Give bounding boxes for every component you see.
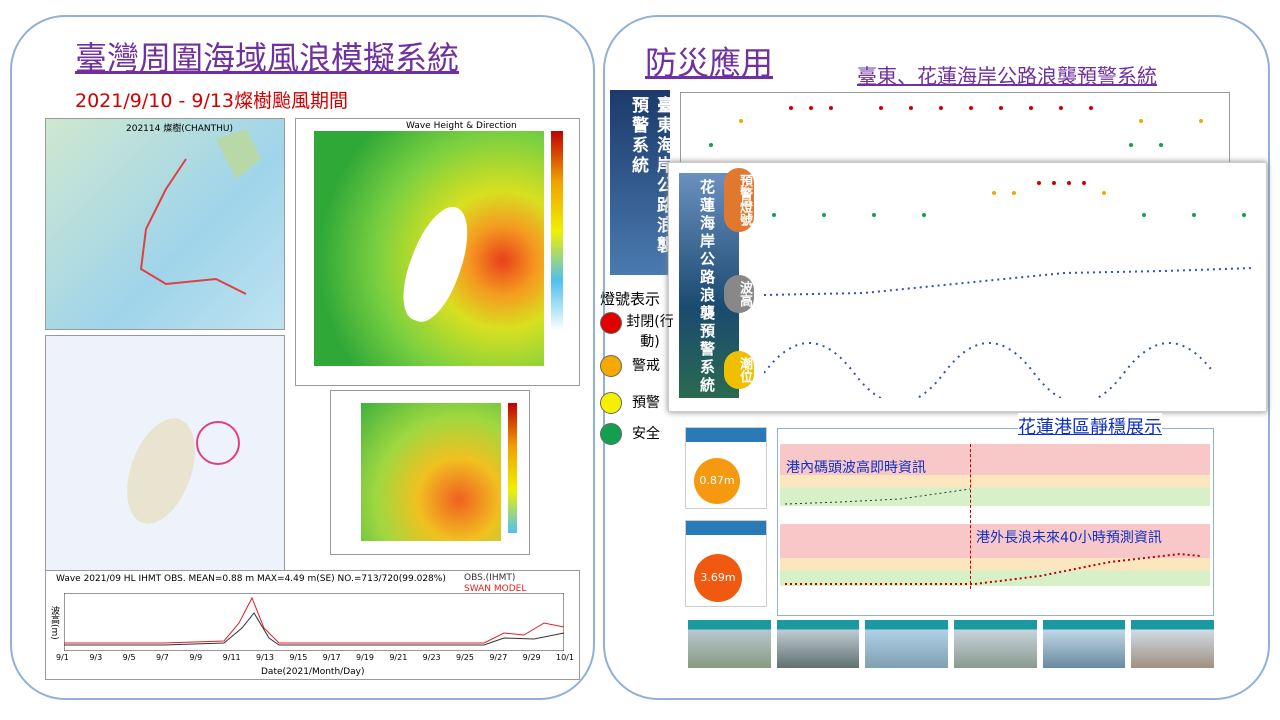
wave-field-map: Wave Height & Direction xyxy=(295,118,580,386)
wave-detail xyxy=(361,403,501,541)
light-label: 預警 xyxy=(632,395,660,411)
track-line xyxy=(139,129,261,295)
track xyxy=(139,158,247,295)
legend-label: OBS.(IHMT) xyxy=(464,573,516,583)
light-label: 安全 xyxy=(632,426,660,442)
legend-entry: SWAN MODEL xyxy=(464,584,526,595)
wave-title: Wave Height & Direction xyxy=(406,121,517,131)
camera xyxy=(865,620,949,668)
tide-dots xyxy=(764,342,1215,398)
series-xlabel: Date(2021/Month/Day) xyxy=(261,667,365,677)
typhoon-eye xyxy=(196,421,240,465)
dots xyxy=(709,106,1203,147)
date-label: 9/27 xyxy=(489,653,508,662)
date-label: 9/23 xyxy=(422,653,441,662)
colorbar xyxy=(551,131,563,331)
inner-label: 港內碼頭波高即時資訊 xyxy=(786,460,926,476)
date-label: 9/25 xyxy=(456,653,474,662)
legend-label: SWAN MODEL xyxy=(464,584,527,594)
harbor-chart: 港內碼頭波高即時資訊 港外長浪未來40小時預測資訊 xyxy=(777,428,1214,616)
light xyxy=(600,355,622,377)
date-label: 9/7 xyxy=(156,653,169,662)
camera xyxy=(776,620,860,668)
track-title: 202114 燦樹(CHANTHU) xyxy=(126,124,234,134)
date-label: 9/5 xyxy=(122,653,136,662)
inner-dots xyxy=(784,488,971,505)
series-dates: 9/1 9/3 9/5 9/7 9/9 9/11 9/13 9/15 9/17 9/19 9/21 9… xyxy=(56,653,574,665)
date-label: 9/1 xyxy=(56,653,69,662)
camera xyxy=(954,620,1037,668)
plot-frame xyxy=(64,593,564,651)
camera-strip xyxy=(688,620,1215,668)
harbor-title: 花蓮港區靜穩展示 xyxy=(1018,413,1162,439)
badge: 預警燈號 xyxy=(724,168,754,232)
wave-detail-map xyxy=(330,390,530,555)
date-label: 9/17 xyxy=(322,653,341,662)
taitung-banner: 臺東海岸公路浪襲預警系統 xyxy=(610,90,673,275)
date-label: 10/1 xyxy=(556,653,574,662)
date-label: 9/15 xyxy=(289,653,308,662)
harbor-lines xyxy=(784,488,1201,585)
badge: 波高 xyxy=(724,275,754,313)
obs-line xyxy=(64,612,564,646)
series-chart: Wave 2021/09 HL IHMT OBS. MEAN=0.88 m MA… xyxy=(45,570,580,680)
hualien-chart: 花蓮海岸公路浪襲預警系統 預警燈號 波高 潮位 xyxy=(668,162,1267,412)
left-title: 臺灣周圍海域風浪模擬系統 xyxy=(75,39,460,77)
light-label: 警戒 xyxy=(632,358,660,374)
land xyxy=(216,129,261,179)
camera xyxy=(688,620,771,668)
outer-label: 港外長浪未來40小時預測資訊 xyxy=(976,530,1162,546)
lights-title: 燈號表示 xyxy=(600,290,661,308)
right-title: 防災應用 xyxy=(645,44,774,82)
outer-dots xyxy=(785,552,1201,585)
light xyxy=(600,392,622,414)
legend-entry: OBS.(IHMT) xyxy=(464,573,526,584)
gauge-card: 0.87m xyxy=(685,427,767,509)
model-line xyxy=(64,596,564,644)
now-line xyxy=(970,444,971,589)
date-label: 9/13 xyxy=(256,653,274,662)
right-subtitle: 臺東、花蓮海岸公路浪襲預警系統 xyxy=(857,64,1157,88)
badge: 潮位 xyxy=(724,351,754,389)
light-label: 封閉(行動) xyxy=(626,314,674,350)
taiwan xyxy=(113,409,209,533)
card-head xyxy=(686,428,766,442)
wave-dots xyxy=(764,267,1254,296)
outer-band xyxy=(780,524,1210,586)
card-head xyxy=(686,521,766,535)
gauge: 3.69m xyxy=(694,554,742,602)
taitung-chart xyxy=(680,92,1230,164)
date-label: 9/3 xyxy=(89,653,103,662)
track-map: 202114 燦樹(CHANTHU) xyxy=(45,118,285,330)
series-title: Wave 2021/09 HL IHMT OBS. MEAN=0.88 m MA… xyxy=(56,574,446,584)
date-label: 9/9 xyxy=(189,653,203,662)
date-label: 9/19 xyxy=(356,653,374,662)
series-ylabel: 波高(m) xyxy=(49,606,59,640)
camera xyxy=(1131,620,1215,668)
left-panel xyxy=(10,15,595,700)
date-label: 9/11 xyxy=(222,653,241,662)
camera xyxy=(1042,620,1126,668)
colorbar xyxy=(508,403,517,533)
inner-band xyxy=(780,444,1210,506)
series-legend: OBS.(IHMT) SWAN MODEL xyxy=(464,573,526,595)
gauge-card: 3.69m xyxy=(685,520,767,607)
date-label: 9/29 xyxy=(522,653,541,662)
hualien-text: 花蓮海岸公路浪襲預警系統 xyxy=(698,179,716,395)
light xyxy=(600,312,622,334)
wind-vector-map xyxy=(45,335,285,575)
light xyxy=(600,423,622,445)
left-subtitle: 2021/9/10 - 9/13燦樹颱風期間 xyxy=(75,90,349,112)
date-label: 9/21 xyxy=(389,653,408,662)
gauge: 0.87m xyxy=(694,458,740,504)
gauge-column: 0.87m 3.69m xyxy=(685,425,767,607)
hualien-plots xyxy=(764,181,1254,398)
series-plot xyxy=(64,593,564,651)
